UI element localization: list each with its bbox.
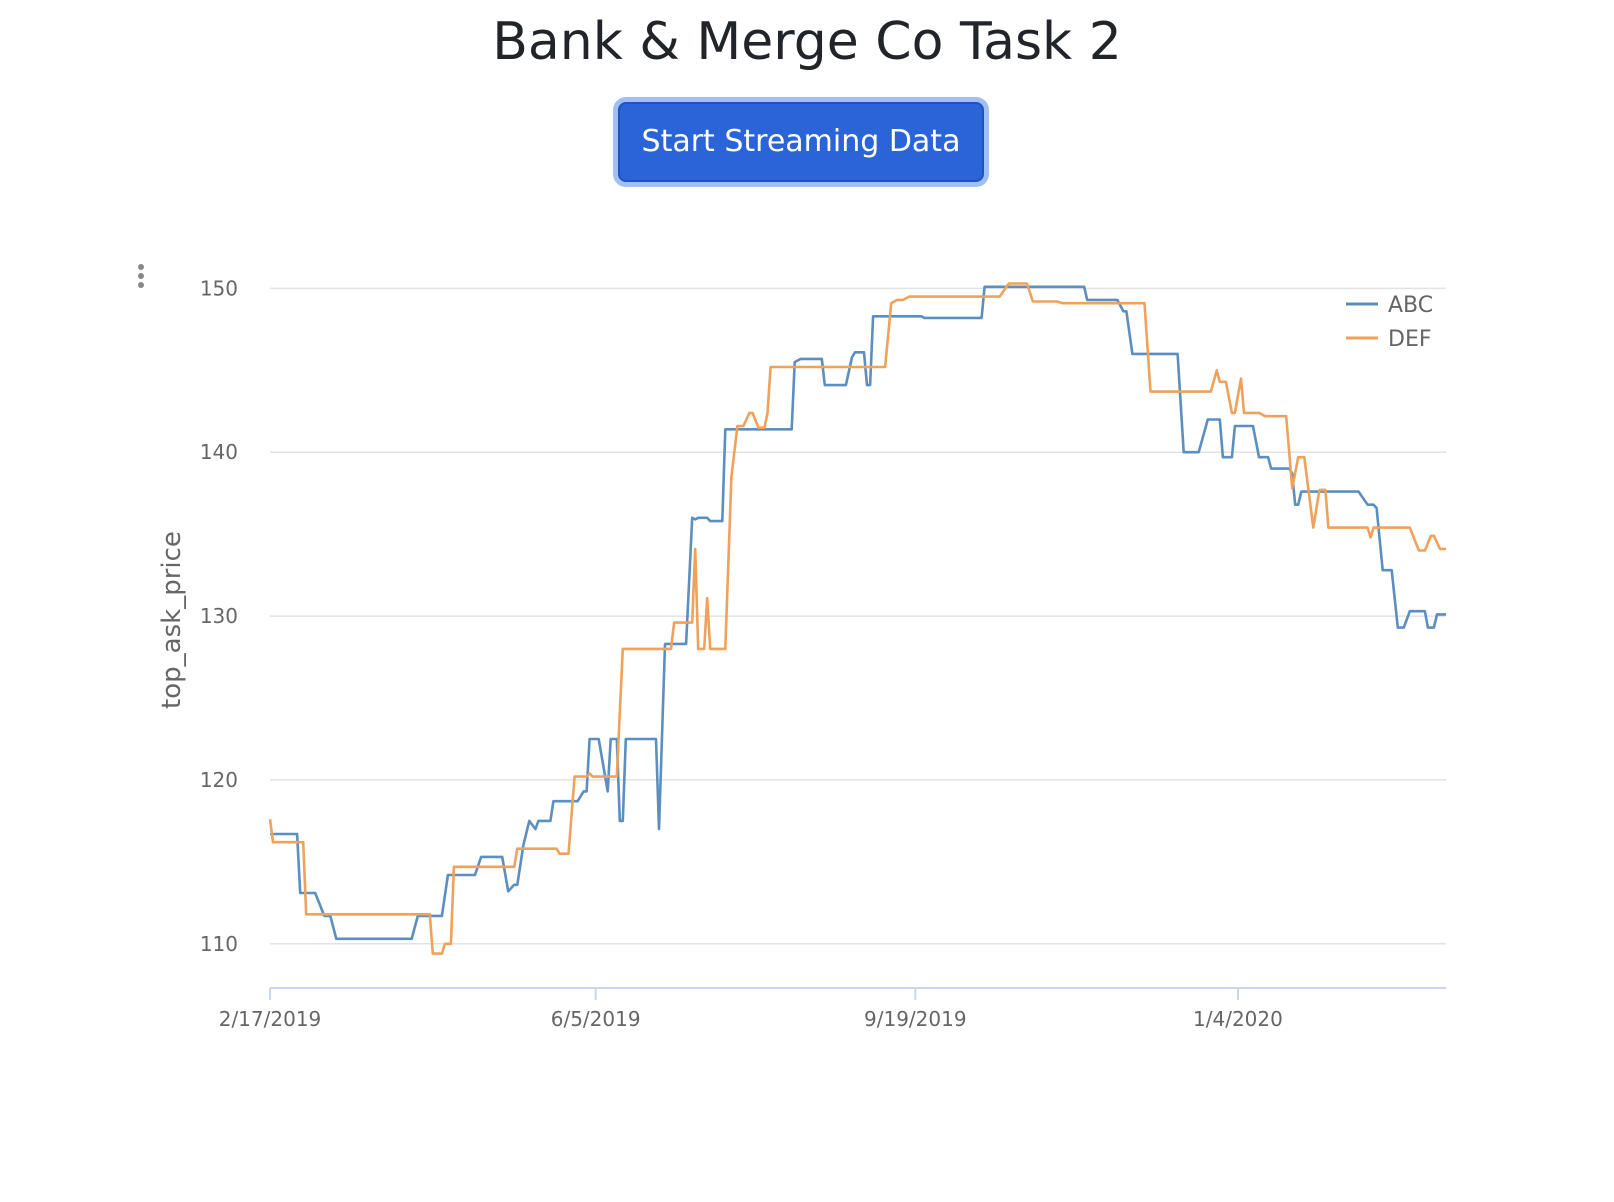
grid-lines — [270, 287, 1446, 945]
y-tick-label: 130 — [200, 604, 238, 628]
legend: ABC DEF — [1346, 293, 1433, 352]
y-tick-label: 150 — [200, 276, 238, 300]
x-axis — [269, 987, 1446, 1000]
series-line-def — [268, 282, 1446, 955]
x-tick-label: 1/4/2020 — [1193, 1007, 1283, 1031]
legend-label-def: DEF — [1388, 327, 1432, 352]
page-title: Bank & Merge Co Task 2 — [492, 12, 1122, 72]
y-tick-label: 140 — [200, 440, 238, 464]
x-tick-label: 2/17/2019 — [219, 1007, 322, 1031]
x-tick-label: 6/5/2019 — [551, 1007, 641, 1031]
legend-label-abc: ABC — [1388, 293, 1433, 318]
tick-labels: 110 120 130 140 150 2/17/2019 6/5/2019 9/19/201… — [200, 276, 1283, 1031]
y-tick-label: 120 — [200, 768, 238, 792]
vertical-ellipsis-icon[interactable] — [136, 264, 146, 292]
series-line-abc — [270, 285, 1446, 941]
start-streaming-button[interactable]: Start Streaming Data — [618, 102, 984, 182]
series-lines — [268, 282, 1446, 955]
y-axis-title: top_ask_price — [157, 531, 187, 709]
x-tick-label: 9/19/2019 — [864, 1007, 967, 1031]
y-tick-label: 110 — [200, 932, 238, 956]
